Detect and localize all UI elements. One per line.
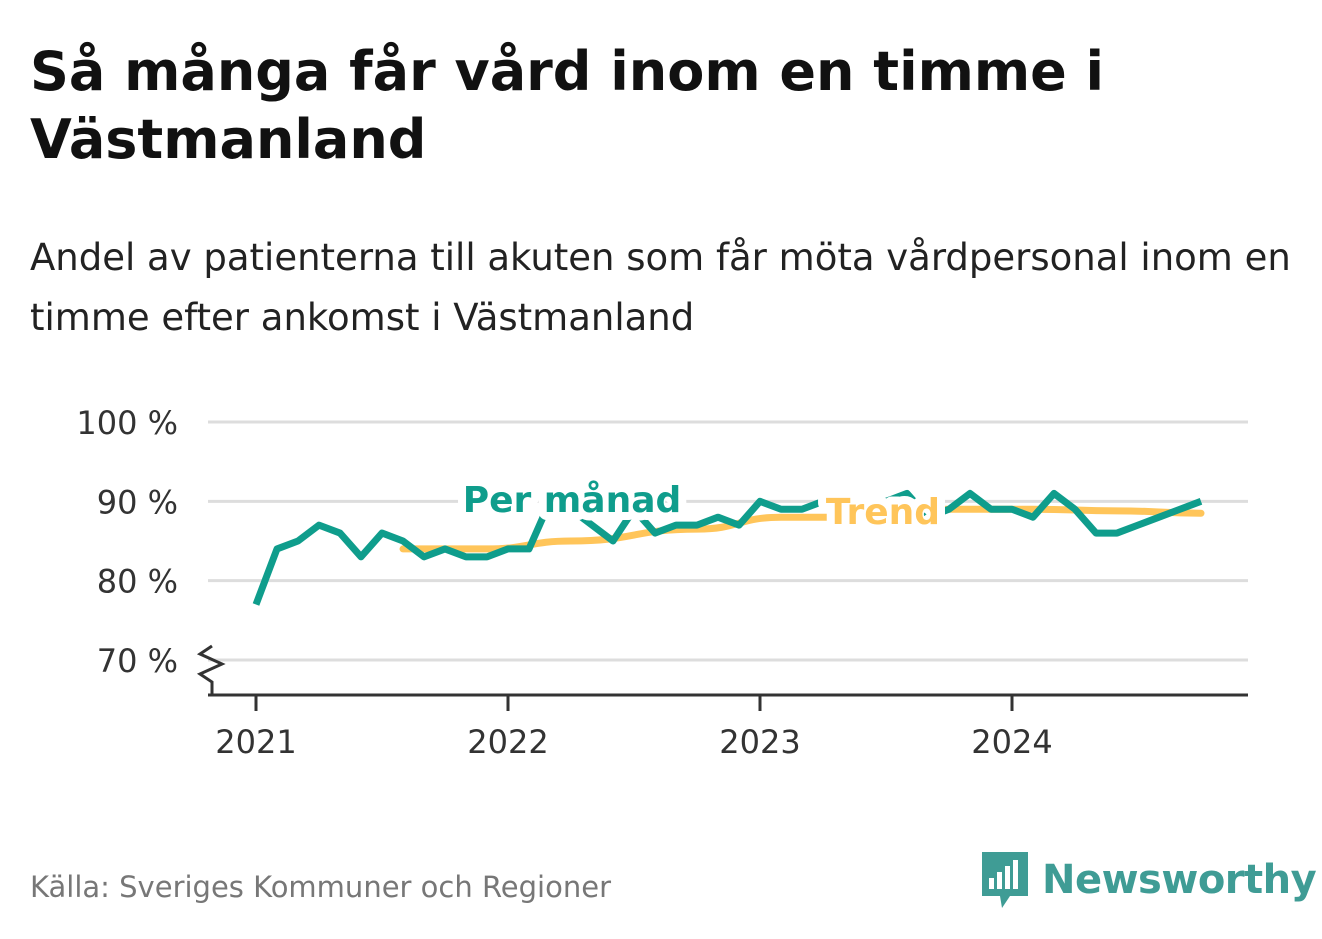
series-monthly-line [252,489,1203,606]
series-label-monthly: Per månad [463,480,682,521]
brand-logo: Newsworthy [980,848,1317,912]
brand-name: Newsworthy [1042,857,1317,903]
x-axis-ticks: 2021 2022 2023 2024 [215,695,1053,761]
y-tick-label: 80 % [97,563,178,601]
series-label-trend-halo: Trend [826,492,940,533]
chart-title: Så många får vård inom en timme i Västma… [30,40,1105,171]
series-label-trend: Trend [826,492,940,533]
series-label-monthly-halo: Per månad [463,480,682,521]
line-chart: 100 % 90 % 80 % 70 % 2021 2022 2023 2024 Per m… [76,404,1248,761]
x-tick-label: 2021 [215,723,296,761]
zigzag-break [196,644,226,696]
x-tick-label: 2023 [719,723,800,761]
axis-break-icon [196,644,226,696]
y-tick-label: 70 % [97,642,178,680]
x-tick-label: 2024 [971,723,1052,761]
chart-subtitle: Andel av patienterna till akuten som får… [30,236,1291,339]
source-note: Källa: Sveriges Kommuner och Regioner [30,870,612,904]
y-tick-label: 90 % [97,483,178,521]
series-lines [252,489,1205,606]
gridlines [208,420,1248,662]
x-tick-label: 2022 [467,723,548,761]
y-tick-label: 100 % [76,404,178,442]
newsworthy-logo-icon [982,852,1028,908]
y-axis-ticks: 100 % 90 % 80 % 70 % [76,404,178,680]
